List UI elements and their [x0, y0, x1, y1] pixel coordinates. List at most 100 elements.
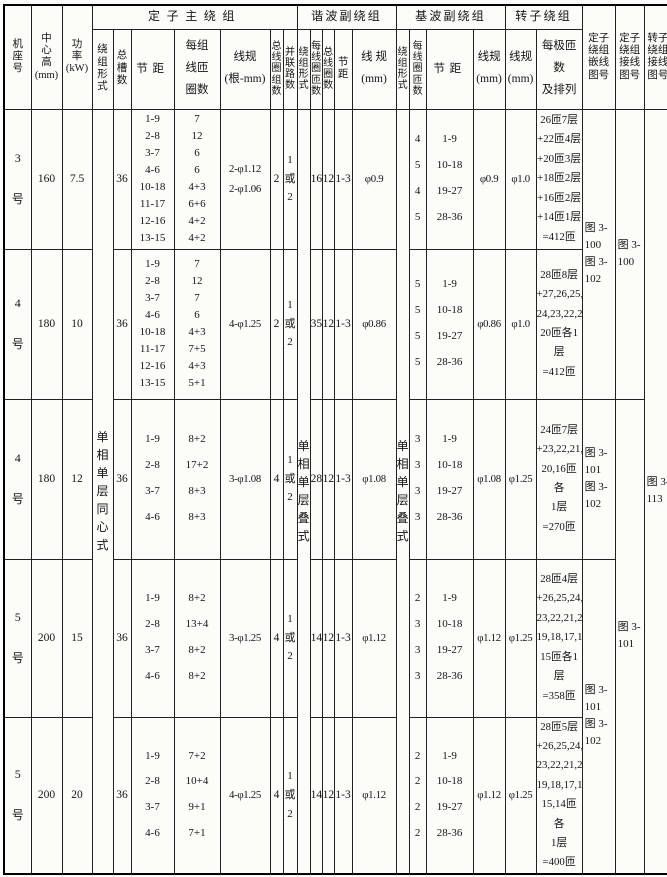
col-header-center-height: 中 心 高 (mm): [30, 4, 63, 110]
cell-pitch-list: 1-9 2-8 3-7 4-6: [130, 716, 175, 875]
cell-fund-gauge: φ1.12: [472, 716, 506, 875]
cell-frame-no: 3 号: [3, 108, 32, 250]
cell-fund-pitch-list: 1-9 10-18 19-27 28-36: [425, 558, 474, 718]
cell-fund-gauge: φ0.86: [472, 248, 506, 400]
cell-harm-coils: 12: [321, 248, 335, 400]
cell-main-wire-gauge: 4-φ1.25: [219, 716, 271, 875]
cell-pitch-list: 1-9 2-8 3-7 4-6: [130, 558, 175, 718]
cell-rotor-gauge: φ1.25: [504, 716, 537, 875]
cell-fund-pitch-list: 1-9 10-18 19-27 28-36: [425, 398, 474, 560]
table-row: 5 号 200 20 36 1-9 2-8 3-7 4-6 7+2 10+4 9…: [3, 716, 667, 875]
cell-harm-coils: 12: [321, 398, 335, 560]
cell-power: 12: [61, 398, 93, 560]
group-header-stator-main-winding: 定子主绕组: [91, 4, 298, 30]
col-header-fund-turns-per-coil: 每 线 圈 匝 数: [408, 28, 427, 110]
group-header-fundamental-aux-winding: 基波副绕组: [395, 4, 506, 30]
cell-center-height: 180: [30, 248, 63, 400]
motor-winding-spec-table: 机 座 号 中 心 高 (mm) 功 率 (kW) 定子主绕组 谐波副绕组 基波…: [3, 4, 667, 875]
col-header-harm-turns-per-coil: 每 线 圈 匝 数: [309, 28, 323, 110]
cell-center-height: 180: [30, 398, 63, 560]
cell-pitch-list: 1-9 2-8 3-7 4-6: [130, 398, 175, 560]
cell-harm-coils: 12: [321, 558, 335, 718]
cell-harm-turns: 28: [309, 398, 323, 560]
cell-harm-gauge: φ1.08: [351, 398, 397, 560]
cell-rotor-turns-per-pole: 28匝5层 +26,25,24, 23,22,21,20, 19,18,17,1…: [535, 716, 583, 875]
cell-total-slots: 36: [112, 558, 132, 718]
cell-fund-pitch-list: 1-9 10-18 19-27 28-36: [425, 108, 474, 250]
col-header-fund-wire-gauge: 线规 (mm): [472, 28, 506, 110]
cell-fund-gauge: φ0.9: [472, 108, 506, 250]
cell-fund-gauge: φ1.12: [472, 558, 506, 718]
cell-main-wire-gauge: 4-φ1.25: [219, 248, 271, 400]
cell-main-wire-gauge: 3-φ1.25: [219, 558, 271, 718]
cell-harm-gauge: φ0.86: [351, 248, 397, 400]
cell-frame-no: 5 号: [3, 558, 32, 718]
cell-harm-pitch: 1-3: [333, 248, 353, 400]
cell-rotor-gauge: φ1.0: [504, 108, 537, 250]
cell-coils-per-group-list: 7 12 6 6 4+3 6+6 4+2 4+2: [173, 108, 221, 250]
cell-coil-groups: 4: [269, 558, 284, 718]
cell-coil-groups: 2: [269, 248, 284, 400]
cell-rotor-turns-per-pole: 28匝8层 +27,26,25, 24,23,22,21, 20匝各1层 =41…: [535, 248, 583, 400]
cell-harm-coils: 12: [321, 716, 335, 875]
cell-parallel-paths: 1 或 2: [282, 558, 298, 718]
cell-coils-per-group-list: 8+2 13+4 8+2 8+2: [173, 558, 221, 718]
group-header-rotor-winding: 转子绕组: [504, 4, 583, 30]
cell-stator-connection-figure: 图 3- 101: [614, 398, 645, 875]
cell-coil-groups: 4: [269, 398, 284, 560]
cell-rotor-turns-per-pole: 26匝7层 +22匝4层 +20匝3层 +18匝2层 +16匝2层 +14匝1层…: [535, 108, 583, 250]
cell-harm-pitch: 1-3: [333, 108, 353, 250]
cell-fund-pitch-list: 1-9 10-18 19-27 28-36: [425, 248, 474, 400]
cell-coil-groups: 4: [269, 716, 284, 875]
cell-harm-turns: 14: [309, 716, 323, 875]
cell-center-height: 200: [30, 716, 63, 875]
cell-harm-pitch: 1-3: [333, 716, 353, 875]
cell-frame-no: 4 号: [3, 248, 32, 400]
cell-stator-insert-figure: 图 3- 101 图 3- 102: [581, 558, 616, 875]
cell-stator-connection-figure: 图 3- 100: [614, 108, 645, 400]
col-header-main-total-coil-groups: 总 线 圈 组 数: [269, 28, 284, 110]
col-header-main-coils-per-group: 每组 线匝 圈数: [173, 28, 221, 110]
cell-stator-insert-figure: 图 3- 101 图 3- 102: [581, 398, 616, 560]
table-row: 4 号 180 10 36 1-9 2-8 3-7 4-6 10-18 11-1…: [3, 248, 667, 400]
cell-parallel-paths: 1 或 2: [282, 248, 298, 400]
cell-rotor-gauge: φ1.25: [504, 398, 537, 560]
col-header-harm-wire-gauge: 线 规 (mm): [351, 28, 397, 110]
cell-fund-winding-form: 单 相 单 层 叠 式: [395, 108, 410, 875]
cell-rotor-gauge: φ1.0: [504, 248, 537, 400]
col-header-frame-no: 机 座 号: [3, 4, 32, 110]
cell-harm-turns: 16: [309, 108, 323, 250]
cell-total-slots: 36: [112, 248, 132, 400]
cell-fund-pitch-list: 1-9 10-18 19-27 28-36: [425, 716, 474, 875]
cell-coils-per-group-list: 7+2 10+4 9+1 7+1: [173, 716, 221, 875]
cell-harm-coils: 12: [321, 108, 335, 250]
cell-power: 20: [61, 716, 93, 875]
col-header-main-total-slots: 总 槽 数: [112, 28, 132, 110]
cell-harm-gauge: φ1.12: [351, 716, 397, 875]
cell-power: 15: [61, 558, 93, 718]
col-header-fund-pitch: 节距: [425, 28, 474, 110]
col-header-main-wire-gauge: 线规 (根-mm): [219, 28, 271, 110]
col-header-harm-winding-form: 绕 组 形 式: [296, 28, 311, 110]
cell-parallel-paths: 1 或 2: [282, 398, 298, 560]
cell-harm-pitch: 1-3: [333, 398, 353, 560]
cell-rotor-connection-figure: 图 3- 113: [643, 108, 667, 875]
cell-main-wire-gauge: 2-φ1.12 2-φ1.06: [219, 108, 271, 250]
cell-coils-per-group-list: 8+2 17+2 8+3 8+3: [173, 398, 221, 560]
col-header-main-winding-form: 绕 组 形 式: [91, 28, 114, 110]
cell-coils-per-group-list: 7 12 7 6 4+3 7+5 4+3 5+1: [173, 248, 221, 400]
cell-fund-turns-list: 5 5 5 5: [408, 248, 427, 400]
cell-stator-insert-figure: 图 3- 100 图 3- 102: [581, 108, 616, 400]
cell-fund-turns-list: 4 5 4 5: [408, 108, 427, 250]
cell-fund-turns-list: 2 2 2 2: [408, 716, 427, 875]
cell-harm-winding-form: 单 相 单 层 叠 式: [296, 108, 311, 875]
table-row: 3 号 160 7.5 单 相 单 层 同 心 式 36 1-9 2-8 3-7…: [3, 108, 667, 875]
cell-frame-no: 5 号: [3, 716, 32, 875]
group-header-harmonic-aux-winding: 谐波副绕组: [296, 4, 397, 30]
cell-main-winding-form: 单 相 单 层 同 心 式: [91, 108, 114, 875]
col-header-main-pitch: 节距: [130, 28, 175, 110]
cell-parallel-paths: 1 或 2: [282, 108, 298, 250]
cell-coil-groups: 2: [269, 108, 284, 250]
cell-harm-gauge: φ0.9: [351, 108, 397, 250]
